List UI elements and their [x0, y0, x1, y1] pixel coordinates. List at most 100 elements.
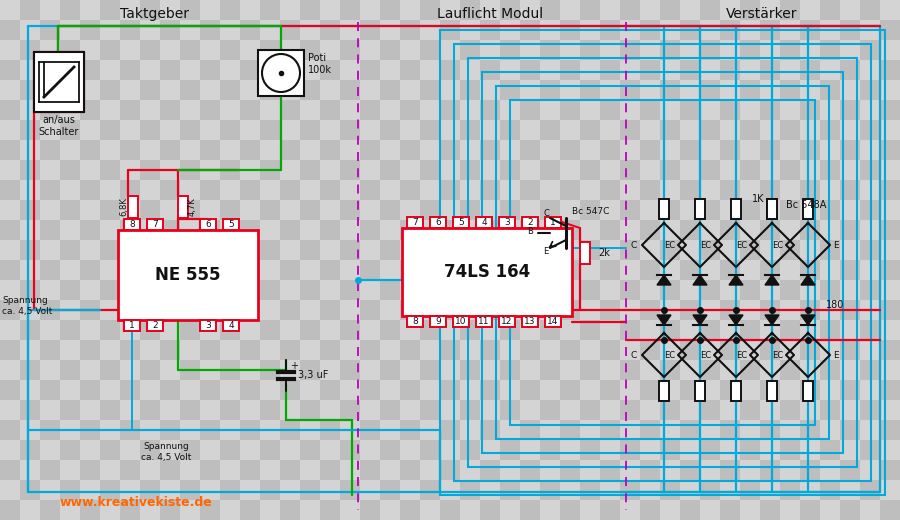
- Bar: [740, 100, 760, 120]
- Bar: [560, 40, 580, 60]
- Bar: [60, 400, 80, 420]
- Text: 1: 1: [550, 218, 556, 227]
- Bar: [580, 40, 600, 60]
- Bar: [400, 380, 420, 400]
- Bar: [440, 0, 460, 20]
- Bar: [700, 40, 720, 60]
- Bar: [120, 100, 140, 120]
- Bar: [440, 360, 460, 380]
- Bar: [100, 400, 120, 420]
- Bar: [220, 160, 240, 180]
- Bar: [700, 120, 720, 140]
- Bar: [720, 160, 740, 180]
- Bar: [240, 80, 260, 100]
- Bar: [600, 0, 620, 20]
- Bar: [200, 360, 220, 380]
- Bar: [820, 20, 840, 40]
- Bar: [780, 280, 800, 300]
- Bar: [580, 280, 600, 300]
- Bar: [20, 420, 40, 440]
- Bar: [740, 80, 760, 100]
- Bar: [480, 120, 500, 140]
- Bar: [380, 100, 400, 120]
- Bar: [860, 460, 880, 480]
- Bar: [240, 360, 260, 380]
- Bar: [80, 320, 100, 340]
- Bar: [580, 240, 600, 260]
- Bar: [860, 260, 880, 280]
- Bar: [140, 0, 160, 20]
- Bar: [380, 260, 400, 280]
- Bar: [480, 500, 500, 520]
- Bar: [40, 240, 60, 260]
- Text: NE 555: NE 555: [155, 266, 220, 284]
- Bar: [100, 440, 120, 460]
- Bar: [280, 240, 300, 260]
- Bar: [120, 400, 140, 420]
- Bar: [740, 260, 760, 280]
- Bar: [120, 180, 140, 200]
- Bar: [400, 0, 420, 20]
- Bar: [800, 220, 820, 240]
- Bar: [380, 180, 400, 200]
- Bar: [380, 480, 400, 500]
- Bar: [540, 200, 560, 220]
- Bar: [580, 460, 600, 480]
- Bar: [800, 420, 820, 440]
- Bar: [320, 200, 340, 220]
- Bar: [240, 500, 260, 520]
- Bar: [560, 0, 580, 20]
- Bar: [820, 180, 840, 200]
- Bar: [400, 400, 420, 420]
- Bar: [520, 280, 540, 300]
- Bar: [720, 140, 740, 160]
- Bar: [500, 60, 520, 80]
- Bar: [40, 40, 60, 60]
- Bar: [300, 300, 320, 320]
- Bar: [840, 380, 860, 400]
- Bar: [840, 420, 860, 440]
- Bar: [440, 300, 460, 320]
- Bar: [560, 140, 580, 160]
- Bar: [820, 260, 840, 280]
- Bar: [560, 460, 580, 480]
- Bar: [580, 360, 600, 380]
- Bar: [460, 480, 480, 500]
- Polygon shape: [765, 275, 779, 285]
- Bar: [740, 120, 760, 140]
- Bar: [560, 120, 580, 140]
- Bar: [620, 200, 640, 220]
- Bar: [280, 400, 300, 420]
- FancyBboxPatch shape: [223, 320, 239, 331]
- Bar: [720, 100, 740, 120]
- Bar: [880, 40, 900, 60]
- Bar: [180, 440, 200, 460]
- Bar: [400, 420, 420, 440]
- Bar: [180, 220, 200, 240]
- Bar: [220, 320, 240, 340]
- Bar: [280, 220, 300, 240]
- Text: E: E: [833, 350, 839, 359]
- Bar: [180, 0, 200, 20]
- Bar: [100, 460, 120, 480]
- Bar: [860, 380, 880, 400]
- Bar: [500, 80, 520, 100]
- Bar: [740, 280, 760, 300]
- Bar: [780, 400, 800, 420]
- Bar: [660, 500, 680, 520]
- Bar: [540, 180, 560, 200]
- Bar: [140, 320, 160, 340]
- Bar: [100, 320, 120, 340]
- Bar: [340, 320, 360, 340]
- Bar: [380, 320, 400, 340]
- Bar: [480, 460, 500, 480]
- Bar: [780, 40, 800, 60]
- Bar: [600, 280, 620, 300]
- Polygon shape: [729, 315, 743, 325]
- Polygon shape: [729, 275, 743, 285]
- Bar: [480, 220, 500, 240]
- Bar: [780, 300, 800, 320]
- Bar: [860, 60, 880, 80]
- Bar: [600, 260, 620, 280]
- Bar: [880, 440, 900, 460]
